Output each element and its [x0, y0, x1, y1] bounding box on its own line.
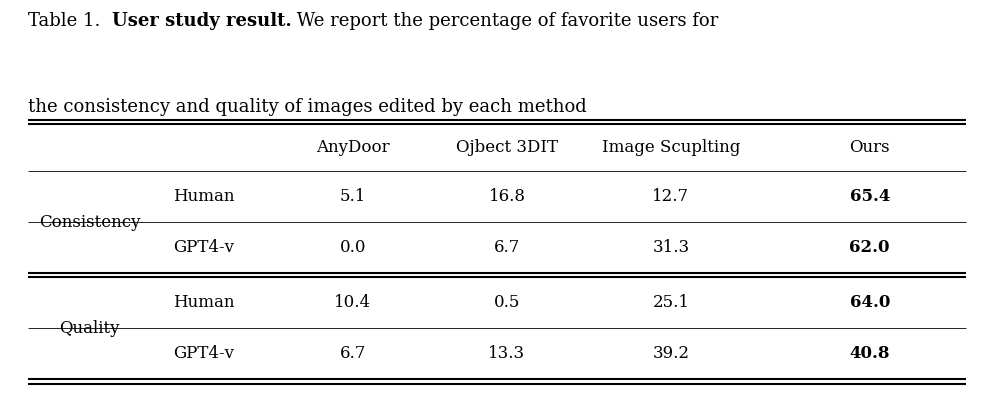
Text: Table 1.: Table 1. [28, 12, 111, 30]
Text: 16.8: 16.8 [488, 188, 526, 205]
Text: GPT4-v: GPT4-v [173, 239, 235, 256]
Text: 25.1: 25.1 [652, 295, 690, 311]
Text: Human: Human [173, 188, 235, 205]
Text: 31.3: 31.3 [652, 239, 690, 256]
Text: 6.7: 6.7 [340, 346, 366, 362]
Text: GPT4-v: GPT4-v [173, 346, 235, 362]
Text: Ours: Ours [850, 140, 890, 156]
Text: 12.7: 12.7 [652, 188, 690, 205]
Text: 65.4: 65.4 [850, 188, 890, 205]
Text: User study result.: User study result. [111, 12, 291, 30]
Text: 10.4: 10.4 [334, 295, 372, 311]
Text: 39.2: 39.2 [652, 346, 690, 362]
Text: Image Scuplting: Image Scuplting [601, 140, 741, 156]
Text: 0.0: 0.0 [340, 239, 366, 256]
Text: 0.5: 0.5 [494, 295, 520, 311]
Text: Consistency: Consistency [39, 214, 140, 231]
Text: AnyDoor: AnyDoor [316, 140, 390, 156]
Text: 40.8: 40.8 [850, 346, 890, 362]
Text: 5.1: 5.1 [340, 188, 366, 205]
Text: We report the percentage of favorite users for: We report the percentage of favorite use… [291, 12, 719, 30]
Text: 6.7: 6.7 [494, 239, 520, 256]
Text: Quality: Quality [60, 320, 119, 337]
Text: the consistency and quality of images edited by each method: the consistency and quality of images ed… [28, 98, 586, 116]
Text: 13.3: 13.3 [488, 346, 526, 362]
Text: 62.0: 62.0 [850, 239, 890, 256]
Text: Human: Human [173, 295, 235, 311]
Text: Ojbect 3DIT: Ojbect 3DIT [456, 140, 558, 156]
Text: 64.0: 64.0 [850, 295, 890, 311]
